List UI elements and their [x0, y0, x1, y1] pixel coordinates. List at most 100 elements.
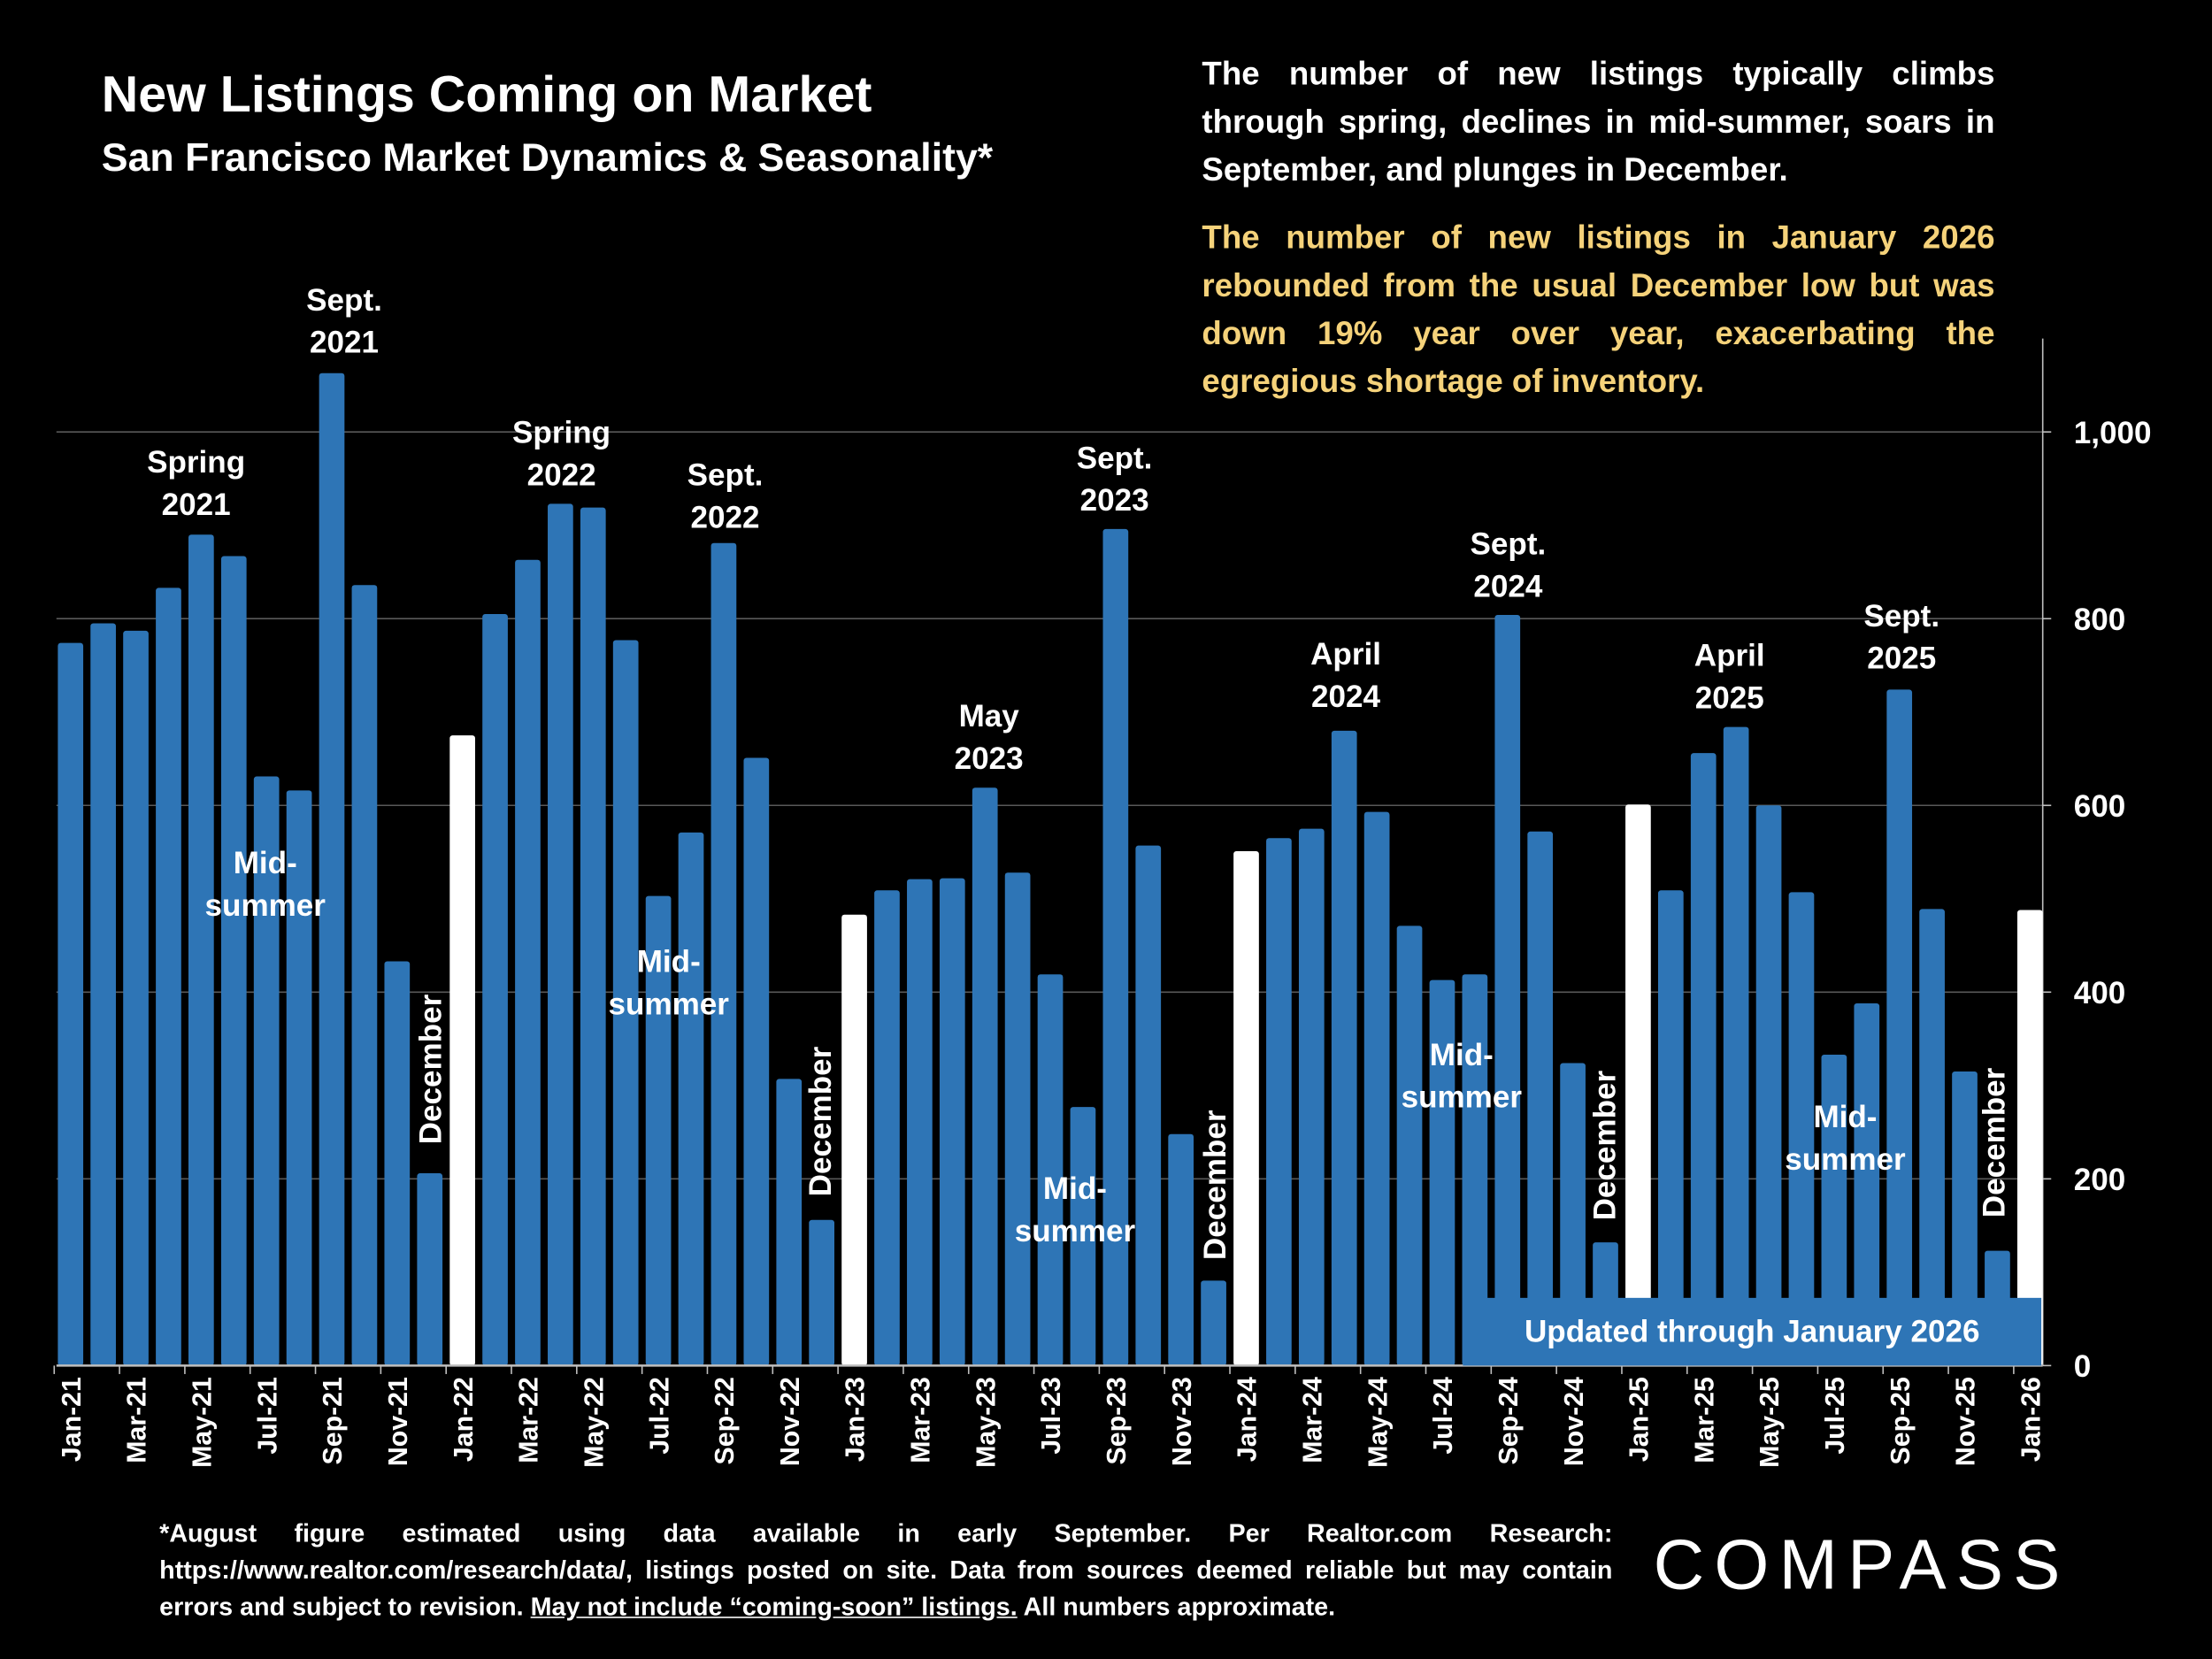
x-tick-label: May-24 — [1363, 1377, 1393, 1468]
bar — [1102, 528, 1129, 1366]
annotation: December — [1587, 1071, 1622, 1221]
x-tick-label: Mar-23 — [907, 1377, 936, 1463]
bar — [1527, 831, 1554, 1366]
x-tick-label: May-23 — [972, 1377, 1001, 1468]
bar — [1004, 872, 1031, 1366]
annotation: December — [1198, 1110, 1233, 1260]
annotation: Mid- — [637, 945, 701, 979]
bar — [1298, 828, 1325, 1366]
footnote-underlined: May not include “coming-soon” listings. — [530, 1593, 1018, 1621]
bar — [1625, 804, 1651, 1366]
highlight-note: The number of new listings in January 20… — [1202, 219, 1995, 400]
logo: COMPASS — [1653, 1525, 2070, 1604]
bar — [645, 895, 672, 1366]
x-tick-label: Sep-23 — [1102, 1377, 1132, 1464]
annotation: summer — [205, 888, 326, 923]
bar — [1657, 890, 1684, 1366]
x-tick-label: Nov-21 — [384, 1377, 413, 1466]
bar — [1952, 1071, 1978, 1366]
annotation: summer — [609, 987, 730, 1021]
bar — [1331, 730, 1357, 1366]
x-tick-label: Mar-24 — [1298, 1377, 1327, 1463]
bar — [351, 585, 378, 1366]
bar — [2016, 910, 2043, 1366]
annotation: Sept. — [1077, 441, 1153, 475]
bar — [874, 890, 900, 1366]
x-tick-label: Jan-22 — [449, 1377, 479, 1462]
bar — [319, 373, 345, 1366]
x-tick-label: May-22 — [580, 1377, 609, 1468]
annotation: summer — [1015, 1214, 1136, 1248]
y-tick-label: 800 — [2074, 603, 2126, 637]
bar — [1070, 1107, 1096, 1366]
x-tick-label: Sep-25 — [1886, 1377, 1916, 1464]
bar — [1201, 1280, 1226, 1366]
annotation: Sept. — [1863, 599, 1939, 634]
x-tick-label: Jan-21 — [58, 1377, 87, 1462]
annotation: December — [803, 1046, 838, 1196]
annotation: 2023 — [955, 741, 1024, 776]
bar — [449, 735, 475, 1366]
bar — [90, 623, 116, 1366]
footnote: *August figure estimated using data avai… — [159, 1515, 1612, 1624]
bar — [1266, 838, 1292, 1366]
bar — [678, 832, 704, 1366]
annotation: Mid- — [1043, 1171, 1107, 1206]
annotation: December — [414, 994, 449, 1144]
y-tick-label: 1,000 — [2074, 416, 2152, 450]
annotation: 2025 — [1695, 680, 1764, 715]
y-tick-label: 600 — [2074, 789, 2126, 824]
bar — [1854, 1002, 1880, 1366]
bar — [1168, 1133, 1194, 1366]
bar — [1690, 753, 1717, 1366]
x-tick-label: Nov-25 — [1952, 1377, 1981, 1466]
annotation: April — [1310, 637, 1381, 672]
bar — [286, 790, 312, 1366]
bar — [710, 542, 737, 1366]
annotation: Mid- — [1813, 1100, 1877, 1134]
bar — [1233, 850, 1259, 1366]
bar — [1494, 614, 1521, 1366]
badge: Updated through January 2026 — [1463, 1297, 2042, 1366]
annotation: Mid- — [1430, 1038, 1494, 1072]
annotation: 2023 — [1080, 483, 1149, 518]
annotation: 2021 — [310, 326, 379, 360]
bar — [417, 1173, 443, 1366]
x-tick-label: Nov-23 — [1168, 1377, 1197, 1466]
x-tick-label: Sep-22 — [710, 1377, 740, 1464]
bar — [384, 961, 411, 1366]
annotation: 2024 — [1473, 569, 1543, 603]
bar — [1560, 1063, 1586, 1366]
bar — [1037, 974, 1064, 1366]
footnote-tail: All numbers approximate. — [1023, 1593, 1336, 1621]
note: The number of new listings typically cli… — [1202, 55, 1995, 188]
y-tick-label: 0 — [2074, 1349, 2092, 1384]
bar — [253, 776, 280, 1366]
bar — [580, 507, 606, 1366]
bar — [1723, 726, 1749, 1366]
annotation: Sept. — [1471, 527, 1547, 562]
bar — [1919, 909, 1945, 1366]
annotation: 2024 — [1311, 680, 1381, 714]
bar — [939, 878, 965, 1366]
bar — [1363, 811, 1390, 1366]
y-tick-label: 200 — [2074, 1163, 2126, 1197]
bar — [482, 613, 508, 1366]
x-tick-label: Mar-25 — [1690, 1377, 1719, 1463]
bar — [188, 534, 214, 1366]
bar — [776, 1079, 803, 1366]
bar — [841, 914, 867, 1366]
bar — [1135, 845, 1162, 1366]
bar — [1821, 1054, 1847, 1366]
annotation: 2025 — [1867, 641, 1936, 676]
x-tick-label: May-21 — [188, 1377, 218, 1468]
x-tick-label: Sep-21 — [319, 1377, 348, 1464]
annotation: 2021 — [162, 488, 231, 522]
annotation: summer — [1402, 1080, 1523, 1115]
annotation: 2022 — [527, 457, 596, 492]
annotation: Sept. — [687, 457, 764, 492]
chart-title: New Listings Coming on Market — [101, 65, 872, 123]
annotation: Mid- — [234, 846, 297, 880]
annotation: April — [1694, 639, 1765, 673]
